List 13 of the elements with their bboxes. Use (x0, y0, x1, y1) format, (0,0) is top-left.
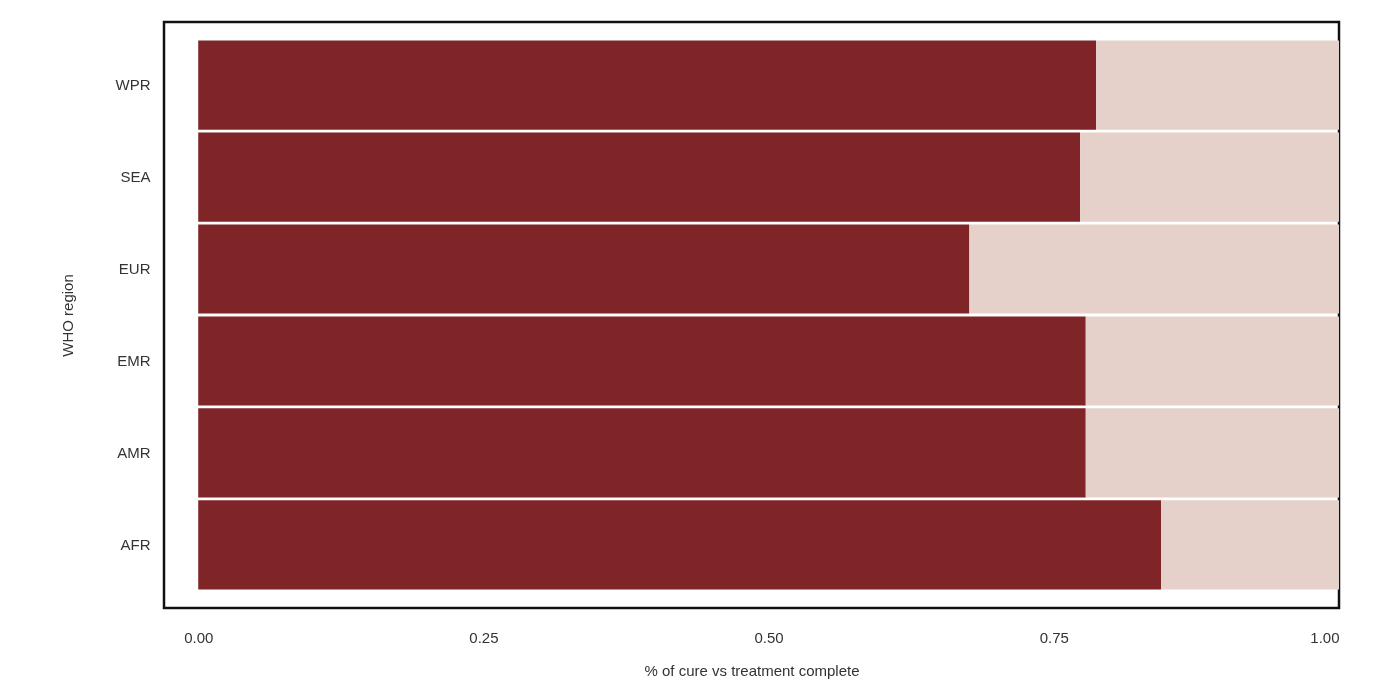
x-tick-label: 0.50 (754, 628, 784, 646)
y-tick-label: AFR (120, 535, 151, 553)
x-axis-title: % of cure vs treatment complete (644, 661, 860, 679)
x-tick-label: 0.00 (184, 628, 214, 646)
y-tick-label: WPR (115, 76, 151, 94)
y-tick-label: EUR (118, 260, 151, 277)
y-tick-label: AMR (117, 443, 151, 461)
y-tick-label: SEA (120, 168, 151, 186)
x-tick-label: 0.25 (469, 628, 499, 646)
y-axis-title: WHO region (58, 274, 76, 357)
x-tick-label: 1.00 (1310, 628, 1340, 646)
x-tick-label: 0.75 (1039, 628, 1069, 646)
y-tick-label: EMR (117, 352, 151, 369)
